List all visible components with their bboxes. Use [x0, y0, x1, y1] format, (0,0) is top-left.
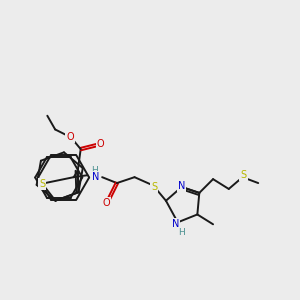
Text: N: N: [92, 172, 99, 182]
Text: O: O: [102, 198, 110, 208]
Text: N: N: [172, 219, 179, 229]
Text: N: N: [178, 181, 185, 191]
Text: S: S: [240, 170, 247, 180]
Text: O: O: [97, 139, 104, 149]
Text: O: O: [66, 132, 74, 142]
Text: S: S: [39, 178, 45, 189]
Text: H: H: [91, 166, 98, 175]
Text: H: H: [178, 228, 185, 237]
Text: S: S: [151, 182, 157, 192]
